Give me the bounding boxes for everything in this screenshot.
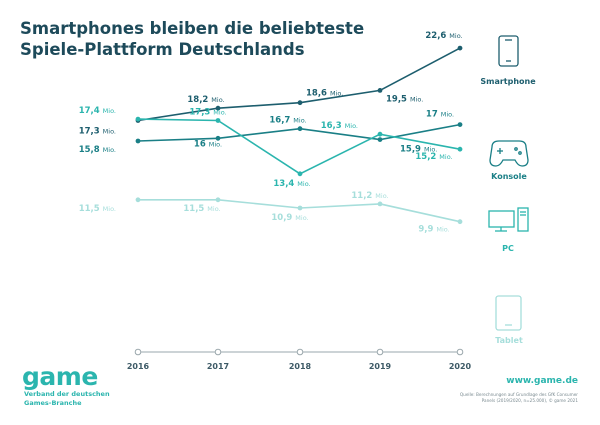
data-label-smartphone: 22,6 Mio. xyxy=(425,31,462,41)
data-label-smartphone: 17,3 Mio. xyxy=(79,127,116,137)
data-label-pc: 17,4 Mio. xyxy=(79,106,116,116)
series-line-smartphone xyxy=(137,47,461,122)
data-point-konsole xyxy=(377,137,383,143)
x-tick-label: 2020 xyxy=(449,362,472,371)
data-point-pc xyxy=(377,131,383,137)
x-tick-marker xyxy=(296,348,304,356)
data-point-smartphone xyxy=(457,45,463,51)
data-label-pc: 15,2 Mio. xyxy=(415,152,452,162)
data-label-konsole: 16 Mio. xyxy=(194,139,222,149)
device-label-pc: PC xyxy=(502,244,514,253)
data-point-smartphone xyxy=(377,88,383,93)
data-point-pc xyxy=(215,118,221,123)
source-note: Quelle: Berechnungen auf Grundlage des G… xyxy=(418,392,578,404)
x-tick-label: 2017 xyxy=(207,362,229,371)
x-tick-label: 2016 xyxy=(127,362,150,371)
data-label-smartphone: 19,5 Mio. xyxy=(386,94,423,104)
data-label-smartphone: 18,2 Mio. xyxy=(187,95,224,105)
data-point-smartphone xyxy=(297,100,303,106)
chart-title-line2: Spiele-Plattform Deutschlands xyxy=(20,40,305,59)
data-point-tablet xyxy=(135,197,141,203)
smartphone-icon xyxy=(498,35,519,67)
tablet-icon xyxy=(495,295,522,331)
data-label-konsole: 16,7 Mio. xyxy=(269,116,306,126)
website-link[interactable]: www.game.de xyxy=(506,376,578,386)
x-tick-label: 2019 xyxy=(369,362,392,371)
data-label-tablet: 11,5 Mio. xyxy=(183,204,220,214)
data-point-pc xyxy=(457,146,463,152)
chart-title-line1: Smartphones bleiben die beliebteste xyxy=(20,19,365,38)
data-label-pc: 17,3 Mio. xyxy=(189,108,226,118)
x-tick-marker xyxy=(456,348,464,356)
data-label-tablet: 11,2 Mio. xyxy=(351,191,388,201)
device-label-smartphone: Smartphone xyxy=(480,77,536,86)
data-label-smartphone: 18,6 Mio. xyxy=(306,89,343,99)
x-tick-marker xyxy=(134,348,142,356)
pc-icon xyxy=(488,207,529,232)
device-label-tablet: Tablet xyxy=(495,336,523,345)
data-label-konsole: 17 Mio. xyxy=(426,110,454,120)
data-label-konsole: 15,8 Mio. xyxy=(79,145,116,155)
data-label-konsole: 15,9 Mio. xyxy=(400,145,437,155)
source-line1: Quelle: Berechnungen auf Grundlage des G… xyxy=(459,392,578,397)
tagline-line2: Games-Branche xyxy=(24,398,82,407)
data-label-tablet: 10,9 Mio. xyxy=(271,213,308,223)
data-point-konsole xyxy=(297,126,303,132)
data-label-pc: 16,3 Mio. xyxy=(321,121,358,131)
x-tick-marker xyxy=(214,348,222,356)
data-label-pc: 13,4 Mio. xyxy=(273,179,310,189)
data-point-konsole xyxy=(457,122,463,127)
data-point-tablet xyxy=(377,201,383,207)
chart-title: Smartphones bleiben die beliebteste Spie… xyxy=(20,18,400,60)
data-point-tablet xyxy=(297,205,303,211)
data-point-konsole xyxy=(135,138,141,144)
data-point-tablet xyxy=(215,197,221,203)
data-label-tablet: 9,9 Mio. xyxy=(418,225,449,235)
x-tick-marker xyxy=(376,348,384,356)
source-line2: Panels (2019/2020, n=25.000), © game 202… xyxy=(481,398,578,403)
data-label-tablet: 11,5 Mio. xyxy=(79,204,116,214)
tagline-line1: Verband der deutschen xyxy=(24,390,110,398)
data-point-smartphone xyxy=(215,105,221,111)
data-point-pc xyxy=(135,116,141,122)
data-point-konsole xyxy=(215,135,221,141)
x-tick-label: 2018 xyxy=(289,362,312,371)
logo-tagline: Verband der deutschen Games-Branche xyxy=(24,390,134,407)
gamepad-icon xyxy=(489,140,529,167)
data-point-pc xyxy=(297,171,303,177)
game-logo: game xyxy=(22,362,98,391)
data-point-tablet xyxy=(457,219,463,225)
device-label-konsole: Konsole xyxy=(491,172,527,181)
